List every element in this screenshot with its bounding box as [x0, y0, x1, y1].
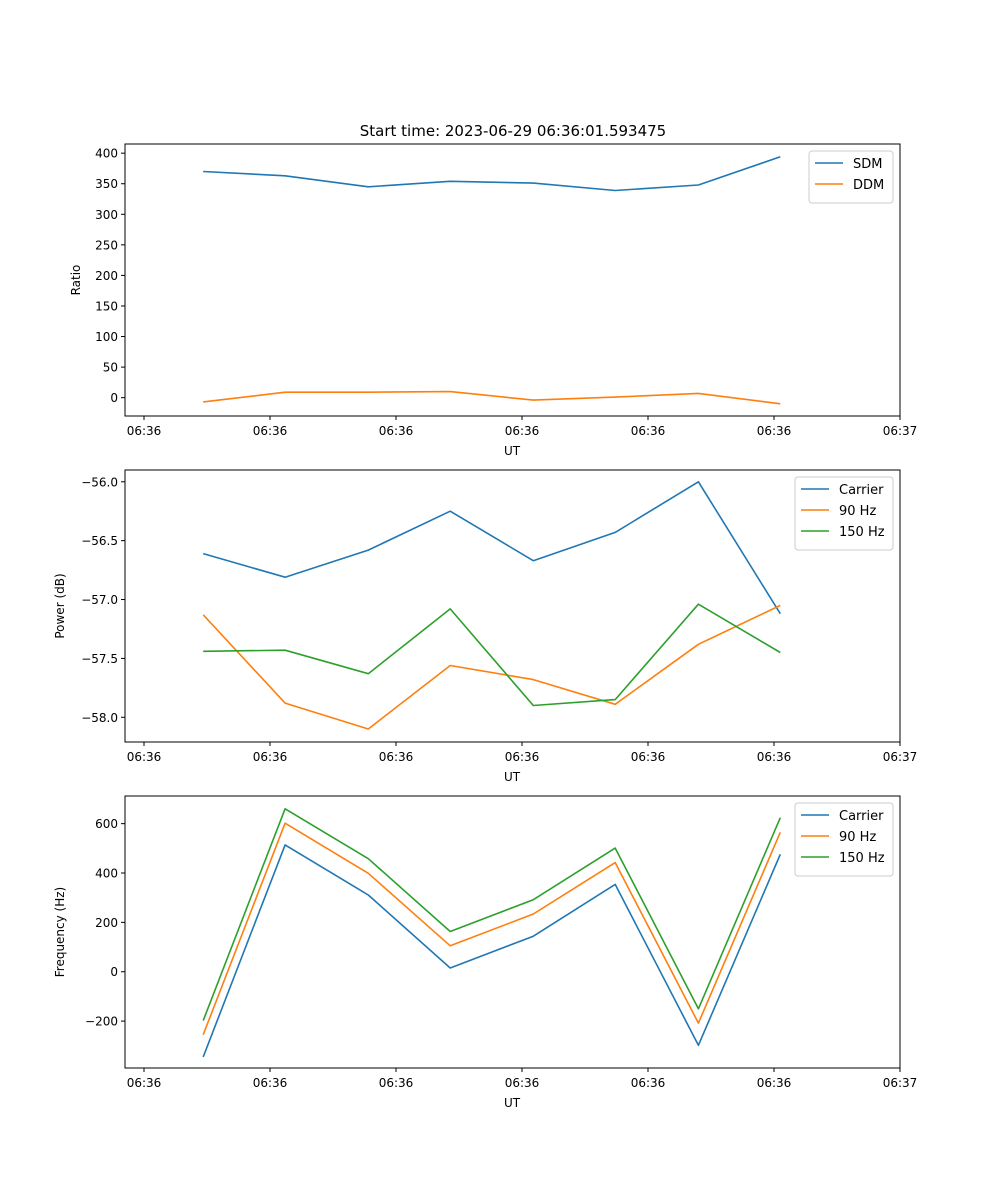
x-axis-label: UT	[504, 770, 521, 784]
x-tick-label: 06:37	[883, 750, 918, 764]
x-tick-label: 06:36	[379, 1076, 414, 1090]
x-tick-label: 06:36	[631, 424, 666, 438]
y-axis-label: Power (dB)	[53, 573, 67, 638]
y-tick-label: 250	[95, 238, 118, 252]
series-line-carrier	[202, 480, 781, 615]
legend-label: 150 Hz	[839, 851, 885, 866]
x-tick-label: 06:36	[631, 1076, 666, 1090]
x-tick-label: 06:36	[253, 424, 288, 438]
x-tick-label: 06:36	[127, 1076, 162, 1090]
legend-label: Carrier	[839, 483, 884, 498]
x-tick-label: 06:36	[253, 750, 288, 764]
series-line-150-hz	[203, 603, 781, 707]
panel-1: 06:36 06:36 06:36 06:36 06:36 06:36 06:37 0 50 10…	[69, 143, 918, 458]
y-tick-label: 400	[95, 147, 118, 161]
x-tick-label: 06:36	[127, 424, 162, 438]
axes-frame	[124, 469, 901, 743]
y-tick-label: −56.5	[81, 534, 118, 548]
y-tick-label: 200	[95, 269, 118, 283]
x-tick-label: 06:36	[253, 1076, 288, 1090]
x-axis-label: UT	[504, 444, 521, 458]
series-line-90-hz	[202, 822, 782, 1035]
y-tick-label: 200	[95, 916, 118, 930]
series-line-ddm	[203, 390, 781, 405]
legend-label: 150 Hz	[839, 525, 885, 540]
legend-label: DDM	[853, 178, 884, 193]
x-tick-label: 06:36	[127, 750, 162, 764]
y-tick-label: −200	[85, 1015, 118, 1029]
series-line-90-hz	[202, 604, 781, 730]
axes-frame	[124, 795, 901, 1069]
y-axis-label: Ratio	[69, 265, 83, 296]
x-tick-label: 06:36	[505, 1076, 540, 1090]
y-tick-label: −56.0	[81, 475, 118, 489]
y-tick-label: 400	[95, 867, 118, 881]
series-line-carrier	[202, 844, 782, 1058]
x-tick-label: 06:36	[505, 750, 540, 764]
legend-label: Carrier	[839, 809, 884, 824]
panels: 06:36 06:36 06:36 06:36 06:36 06:36 06:37 0 50 10…	[53, 143, 918, 1110]
x-axis-label: UT	[504, 1096, 521, 1110]
x-tick-label: 06:36	[379, 424, 414, 438]
y-tick-label: 150	[95, 299, 118, 313]
x-tick-label: 06:36	[631, 750, 666, 764]
legend: Carrier 90 Hz 150 Hz	[794, 476, 894, 551]
panel-2: 06:36 06:36 06:36 06:36 06:36 06:36 06:37 −58.0…	[53, 469, 918, 784]
legend-label: 90 Hz	[839, 504, 876, 519]
legend: SDM DDM	[808, 150, 894, 204]
x-tick-label: 06:36	[757, 750, 792, 764]
x-tick-label: 06:36	[757, 1076, 792, 1090]
y-tick-label: −57.5	[81, 652, 118, 666]
y-tick-label: −57.0	[81, 593, 118, 607]
x-tick-label: 06:37	[883, 424, 918, 438]
axes-frame	[124, 143, 901, 417]
y-tick-label: 0	[110, 965, 118, 979]
x-tick-label: 06:36	[757, 424, 792, 438]
y-tick-label: 100	[95, 330, 118, 344]
panel-3: 06:36 06:36 06:36 06:36 06:36 06:36 06:37 −200 0…	[53, 795, 918, 1110]
y-tick-label: 0	[110, 391, 118, 405]
y-tick-label: 350	[95, 177, 118, 191]
legend-label: SDM	[853, 157, 882, 172]
x-tick-label: 06:36	[379, 750, 414, 764]
y-axis-label: Frequency (Hz)	[53, 887, 67, 978]
figure-title: Start time: 2023-06-29 06:36:01.593475	[360, 122, 666, 140]
y-tick-label: 600	[95, 817, 118, 831]
series-line-sdm	[203, 156, 781, 192]
legend-box	[808, 150, 894, 204]
x-tick-label: 06:37	[883, 1076, 918, 1090]
y-tick-label: −58.0	[81, 711, 118, 725]
series-line-150-hz	[202, 807, 782, 1021]
x-tick-label: 06:36	[505, 424, 540, 438]
y-tick-label: 300	[95, 208, 118, 222]
legend-label: 90 Hz	[839, 830, 876, 845]
legend: Carrier 90 Hz 150 Hz	[794, 802, 894, 877]
y-tick-label: 50	[103, 361, 118, 375]
